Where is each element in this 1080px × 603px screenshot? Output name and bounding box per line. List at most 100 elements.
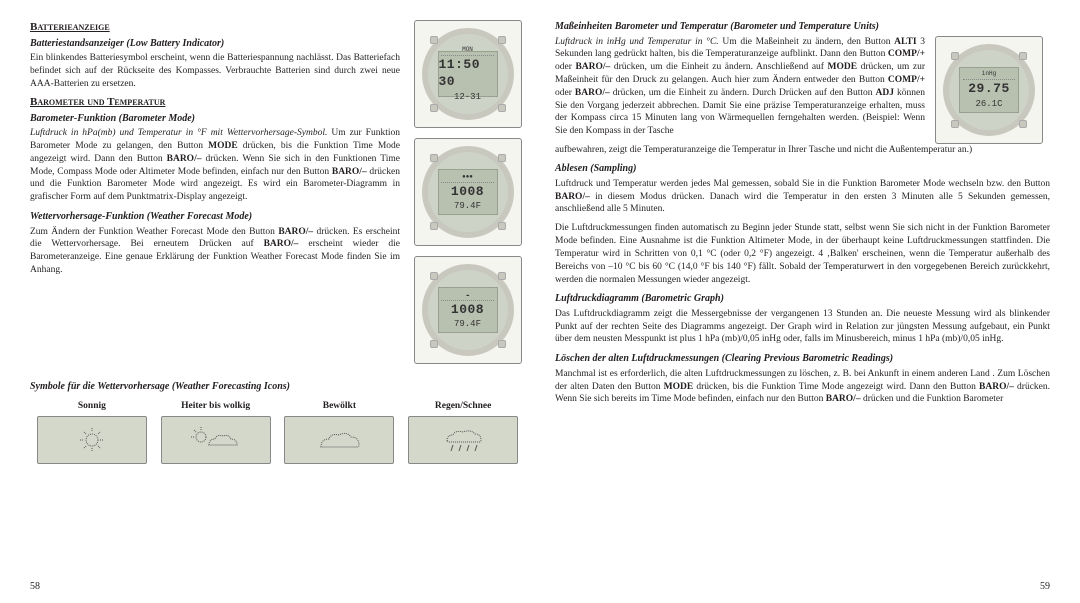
para-sampling: Luftdruck und Temperatur werden jedes Ma… xyxy=(555,178,1050,216)
watch-face: MON 11:50 30 12-31 xyxy=(422,28,514,120)
watch-figure-baro: ●●● 1008 79.4F xyxy=(414,138,522,246)
t: drücken, bis die Funktion Time Mode ange… xyxy=(693,382,979,392)
watch-face: ●●● 1008 79.4F xyxy=(422,146,514,238)
weather-label: Regen/Schnee xyxy=(401,400,525,413)
lcd-sub: 26.1C xyxy=(975,98,1002,110)
lcd-sub: 79.4F xyxy=(454,200,481,212)
t: drücken, um die Einheit zu ändern. Durch… xyxy=(610,88,876,98)
sub-units: Maßeinheiten Barometer und Temperatur (B… xyxy=(555,20,1050,34)
lug-icon xyxy=(498,104,506,112)
para-weather-forecast: Zum Ändern der Funktion Weather Forecast… xyxy=(30,226,400,277)
b: MODE xyxy=(664,382,694,392)
page-number-left: 58 xyxy=(30,580,40,594)
weather-icons-section: Symbole für die Wettervorhersage (Weathe… xyxy=(30,374,525,464)
watch-lcd: MON 11:50 30 12-31 xyxy=(438,51,498,97)
lug-icon xyxy=(498,154,506,162)
sub-graph: Luftdruckdiagramm (Barometric Graph) xyxy=(555,292,1050,306)
watch-lcd: inHg 29.75 26.1C xyxy=(959,67,1019,113)
page-left: Batterieanzeige Batteriestandsanzeiger (… xyxy=(30,20,525,583)
t: Um die Maßeinheit zu ändern, den Button xyxy=(719,37,895,47)
b: BARO/– xyxy=(826,394,861,404)
left-text-column: Batterieanzeige Batteriestandsanzeiger (… xyxy=(30,20,400,364)
para-units-tail: aufbewahren, zeigt die Temperaturanzeige… xyxy=(555,144,1050,157)
lug-icon xyxy=(498,36,506,44)
watch-figure-units: inHg 29.75 26.1C xyxy=(935,36,1043,144)
weather-col-cloudy: Bewölkt xyxy=(278,400,402,465)
weather-row: Sonnig Heiter bis wolkig Bewölkt Regen/S… xyxy=(30,400,525,465)
weather-col-sunny: Sonnig xyxy=(30,400,154,465)
watch-figure-time: MON 11:50 30 12-31 xyxy=(414,20,522,128)
sub-sampling: Ablesen (Sampling) xyxy=(555,162,1050,176)
heading-battery: Batterieanzeige xyxy=(30,20,400,35)
right-figure-column: inHg 29.75 26.1C xyxy=(935,36,1050,144)
lug-icon xyxy=(430,222,438,230)
b: BARO/– xyxy=(264,239,299,249)
rain-snow-icon xyxy=(408,416,518,464)
b: BARO/– xyxy=(575,62,610,72)
para-barometer-mode: Luftdruck in hPa(mb) und Temperatur in °… xyxy=(30,127,400,204)
lcd-top: ☁ xyxy=(441,290,493,301)
para-battery: Ein blinkendes Batteriesymbol erscheint,… xyxy=(30,52,400,90)
b: COMP/+ xyxy=(888,49,925,59)
lug-icon xyxy=(498,272,506,280)
partly-cloudy-icon xyxy=(161,416,271,464)
sub-battery-indicator: Batteriestandsanzeiger (Low Battery Indi… xyxy=(30,37,400,51)
page-number-right: 59 xyxy=(1040,580,1050,594)
right-top-wrap: Luftdruck in inHg und Temperatur in °C. … xyxy=(555,36,1050,144)
lcd-main: 1008 xyxy=(451,301,484,319)
b: ADJ xyxy=(876,88,894,98)
para-baro-italic: Luftdruck in hPa(mb) und Temperatur in °… xyxy=(30,128,327,138)
t: drücken, um die Einheit zu ändern. Ansch… xyxy=(610,62,827,72)
left-content-wrap: Batterieanzeige Batteriestandsanzeiger (… xyxy=(30,20,525,364)
lug-icon xyxy=(951,120,959,128)
weather-label: Heiter bis wolkig xyxy=(154,400,278,413)
sub-weather-forecast: Wettervorhersage-Funktion (Weather Forec… xyxy=(30,210,400,224)
t: oder xyxy=(555,62,575,72)
weather-label: Bewölkt xyxy=(278,400,402,413)
lug-icon xyxy=(430,272,438,280)
b: BARO/– xyxy=(332,167,367,177)
lcd-top: MON xyxy=(441,45,493,56)
weather-col-rain: Regen/Schnee xyxy=(401,400,525,465)
lug-icon xyxy=(1019,120,1027,128)
lcd-sub: 12-31 xyxy=(454,91,481,103)
cloudy-icon xyxy=(284,416,394,464)
b: BARO/– xyxy=(979,382,1014,392)
para-sampling-2: Die Luftdruckmessungen finden automatisc… xyxy=(555,222,1050,286)
lug-icon xyxy=(430,36,438,44)
lug-icon xyxy=(430,340,438,348)
sunny-icon xyxy=(37,416,147,464)
watch-figure-forecast: ☁ 1008 79.4F xyxy=(414,256,522,364)
lug-icon xyxy=(498,222,506,230)
lcd-main: 29.75 xyxy=(968,80,1010,98)
watch-face: inHg 29.75 26.1C xyxy=(943,44,1035,136)
lug-icon xyxy=(498,340,506,348)
lcd-top: inHg xyxy=(963,69,1015,80)
weather-label: Sonnig xyxy=(30,400,154,413)
sub-barometer-mode: Barometer-Funktion (Barometer Mode) xyxy=(30,112,400,126)
t: drücken und die Funktion Barometer xyxy=(861,394,1004,404)
heading-barometer: Barometer und Temperatur xyxy=(30,95,400,110)
b: COMP/+ xyxy=(888,75,925,85)
para-clearing: Manchmal ist es erforderlich, die alten … xyxy=(555,368,1050,406)
b: ALTI xyxy=(894,37,916,47)
para-graph: Das Luftdruckdiagramm zeigt die Messerge… xyxy=(555,308,1050,346)
left-figure-column: MON 11:50 30 12-31 ●●● 1008 79.4F xyxy=(410,20,525,364)
lcd-sub: 79.4F xyxy=(454,318,481,330)
watch-lcd: ●●● 1008 79.4F xyxy=(438,169,498,215)
lcd-main: 11:50 30 xyxy=(439,56,497,91)
t: Zum Ändern der Funktion Weather Forecast… xyxy=(30,227,278,237)
t: Luftdruck und Temperatur werden jedes Ma… xyxy=(555,179,1050,189)
lug-icon xyxy=(1019,52,1027,60)
sub-weather-icons: Symbole für die Wettervorhersage (Weathe… xyxy=(30,380,525,394)
lug-icon xyxy=(430,104,438,112)
lug-icon xyxy=(430,154,438,162)
b: MODE xyxy=(828,62,858,72)
watch-lcd: ☁ 1008 79.4F xyxy=(438,287,498,333)
b: BARO/– xyxy=(555,192,590,202)
para-units-italic: Luftdruck in inHg und Temperatur in °C. xyxy=(555,37,719,47)
para-units: Luftdruck in inHg und Temperatur in °C. … xyxy=(555,36,925,144)
b: BARO/– xyxy=(167,154,202,164)
b: MODE xyxy=(208,141,238,151)
weather-col-partly: Heiter bis wolkig xyxy=(154,400,278,465)
